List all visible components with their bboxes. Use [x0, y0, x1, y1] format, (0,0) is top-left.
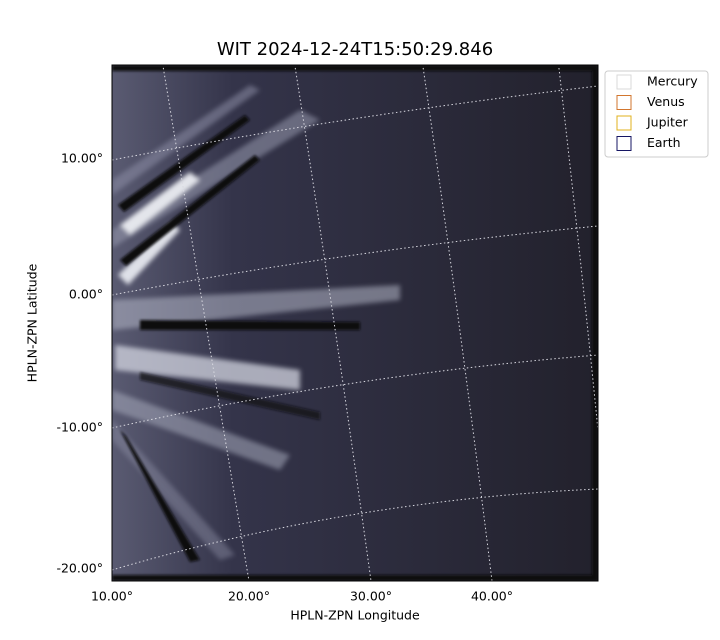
legend-swatch	[616, 95, 632, 110]
y-tick-label: 10.00°	[61, 151, 103, 166]
y-tick-label: -20.00°	[56, 561, 103, 576]
y-tick-label: -10.00°	[56, 420, 103, 435]
y-tick-label: 0.00°	[69, 287, 103, 302]
axes-frame	[111, 64, 599, 582]
solar-image	[112, 65, 598, 581]
legend-label: Jupiter	[646, 115, 689, 130]
y-axis-label: HPLN-ZPN Latitude	[25, 263, 40, 382]
x-tick-label: 40.00°	[471, 589, 513, 604]
legend-swatch	[616, 74, 632, 90]
legend-label: Earth	[647, 135, 681, 150]
title: WIT 2024-12-24T15:50:29.846	[217, 39, 493, 60]
x-tick-label: 20.00°	[228, 589, 270, 604]
legend-label: Venus	[647, 94, 685, 109]
legend-swatch	[616, 115, 632, 131]
x-tick-label: 10.00°	[91, 589, 133, 604]
x-axis-label: HPLN-ZPN Longitude	[290, 608, 420, 623]
legend: Mercury Venus Jupiter Earth	[616, 74, 698, 151]
legend-swatch	[616, 136, 632, 151]
legend-label: Mercury	[647, 74, 698, 89]
x-tick-label: 30.00°	[350, 589, 392, 604]
legend-box	[604, 70, 709, 158]
